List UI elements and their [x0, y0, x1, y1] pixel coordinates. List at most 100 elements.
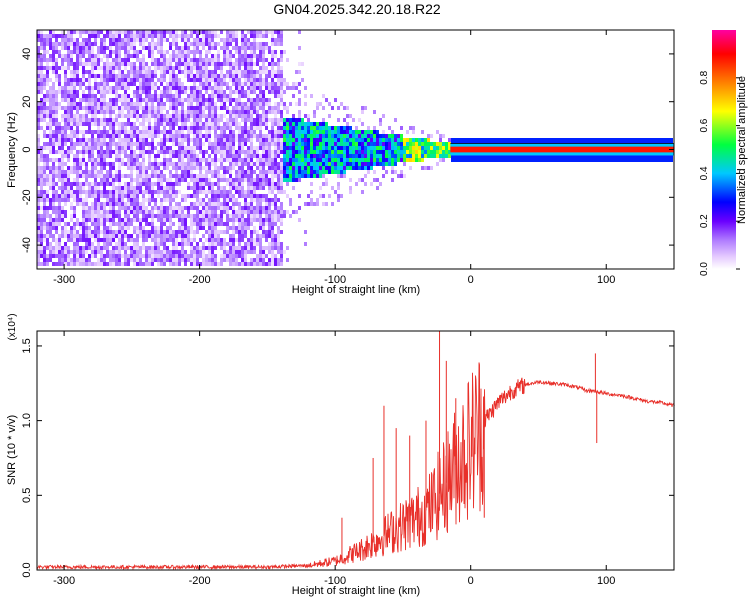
- heatmap-cell: [100, 146, 103, 150]
- heatmap-cell: [88, 70, 91, 74]
- heatmap-cell: [274, 62, 277, 66]
- heatmap-cell: [109, 222, 112, 226]
- heatmap-cell: [226, 250, 229, 254]
- heatmap-cell: [175, 106, 178, 110]
- heatmap-cell: [112, 110, 115, 114]
- heatmap-cell: [139, 250, 142, 254]
- heatmap-cell: [43, 206, 46, 210]
- heatmap-cell: [64, 86, 67, 90]
- heatmap-cell: [97, 34, 100, 38]
- heatmap-cell: [394, 170, 397, 174]
- heatmap-cell: [268, 178, 271, 182]
- heatmap-cell: [181, 106, 184, 110]
- heatmap-cell: [235, 122, 238, 126]
- heatmap-cell: [490, 158, 493, 162]
- heatmap-cell: [160, 222, 163, 226]
- heatmap-cell: [103, 150, 106, 154]
- heatmap-cell: [256, 174, 259, 178]
- heatmap-cell: [190, 42, 193, 46]
- heatmap-cell: [211, 258, 214, 262]
- heatmap-cell: [61, 178, 64, 182]
- heatmap-cell: [136, 114, 139, 118]
- spectrogram-cells: [37, 30, 674, 266]
- heatmap-cell: [193, 154, 196, 158]
- heatmap-cell: [436, 150, 439, 154]
- heatmap-cell: [226, 170, 229, 174]
- heatmap-cell: [106, 30, 109, 34]
- heatmap-cell: [505, 154, 508, 158]
- heatmap-cell: [76, 222, 79, 226]
- heatmap-cell: [85, 198, 88, 202]
- heatmap-cell: [244, 234, 247, 238]
- heatmap-cell: [217, 194, 220, 198]
- heatmap-cell: [163, 234, 166, 238]
- heatmap-cell: [73, 130, 76, 134]
- heatmap-cell: [235, 154, 238, 158]
- heatmap-cell: [190, 126, 193, 130]
- heatmap-cell: [37, 138, 40, 142]
- heatmap-cell: [214, 78, 217, 82]
- heatmap-cell: [256, 34, 259, 38]
- heatmap-cell: [220, 126, 223, 130]
- heatmap-cell: [256, 114, 259, 118]
- heatmap-cell: [103, 218, 106, 222]
- heatmap-cell: [259, 54, 262, 58]
- heatmap-cell: [289, 214, 292, 218]
- heatmap-cell: [55, 250, 58, 254]
- heatmap-cell: [109, 150, 112, 154]
- heatmap-cell: [247, 210, 250, 214]
- heatmap-cell: [214, 82, 217, 86]
- heatmap-cell: [196, 186, 199, 190]
- heatmap-cell: [280, 54, 283, 58]
- heatmap-cell: [61, 34, 64, 38]
- heatmap-cell: [211, 238, 214, 242]
- heatmap-cell: [43, 238, 46, 242]
- heatmap-cell: [142, 202, 145, 206]
- heatmap-cell: [559, 158, 562, 162]
- heatmap-cell: [358, 178, 361, 182]
- heatmap-cell: [211, 198, 214, 202]
- heatmap-cell: [73, 162, 76, 166]
- heatmap-cell: [223, 78, 226, 82]
- heatmap-cell: [166, 62, 169, 66]
- heatmap-cell: [331, 202, 334, 206]
- heatmap-cell: [70, 218, 73, 222]
- heatmap-cell: [367, 154, 370, 158]
- heatmap-cell: [400, 126, 403, 130]
- heatmap-cell: [307, 166, 310, 170]
- heatmap-cell: [220, 94, 223, 98]
- heatmap-cell: [214, 130, 217, 134]
- heatmap-cell: [88, 78, 91, 82]
- heatmap-cell: [88, 74, 91, 78]
- heatmap-cell: [103, 62, 106, 66]
- heatmap-cell: [259, 194, 262, 198]
- heatmap-cell: [88, 30, 91, 34]
- heatmap-cell: [55, 34, 58, 38]
- heatmap-cell: [163, 186, 166, 190]
- heatmap-cell: [106, 226, 109, 230]
- heatmap-cell: [409, 138, 412, 142]
- heatmap-cell: [52, 142, 55, 146]
- heatmap-cell: [70, 214, 73, 218]
- heatmap-cell: [73, 78, 76, 82]
- heatmap-cell: [196, 114, 199, 118]
- heatmap-cell: [556, 138, 559, 142]
- heatmap-cell: [265, 194, 268, 198]
- heatmap-cell: [247, 126, 250, 130]
- heatmap-cell: [103, 122, 106, 126]
- heatmap-cell: [481, 154, 484, 158]
- heatmap-cell: [112, 258, 115, 262]
- heatmap-cell: [358, 154, 361, 158]
- heatmap-cell: [313, 126, 316, 130]
- heatmap-cell: [67, 58, 70, 62]
- heatmap-cell: [367, 146, 370, 150]
- heatmap-cell: [37, 214, 40, 218]
- heatmap-cell: [232, 146, 235, 150]
- heatmap-cell: [46, 38, 49, 42]
- heatmap-cell: [412, 138, 415, 142]
- heatmap-cell: [259, 142, 262, 146]
- heatmap-cell: [271, 174, 274, 178]
- heatmap-cell: [103, 102, 106, 106]
- heatmap-cell: [205, 246, 208, 250]
- heatmap-cell: [37, 58, 40, 62]
